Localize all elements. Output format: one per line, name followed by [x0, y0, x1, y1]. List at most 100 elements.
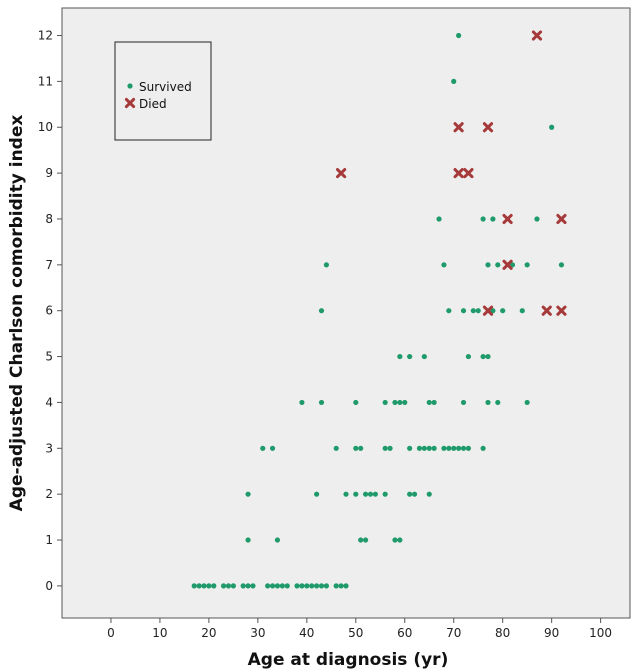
- point-survived: [358, 445, 364, 451]
- x-tick-label: 80: [495, 626, 510, 640]
- point-survived: [495, 262, 501, 268]
- point-survived: [460, 308, 467, 314]
- point-died: [463, 168, 474, 179]
- point-survived: [338, 583, 344, 589]
- point-died: [531, 30, 543, 41]
- point-survived: [367, 491, 374, 497]
- point-survived: [500, 308, 506, 314]
- point-survived: [314, 583, 320, 589]
- point-survived: [456, 445, 462, 451]
- x-tick-label: 40: [299, 626, 314, 640]
- point-survived: [549, 124, 555, 130]
- point-survived: [490, 308, 496, 314]
- point-survived: [407, 353, 413, 360]
- point-survived: [407, 445, 413, 451]
- y-tick-label: 0: [45, 579, 53, 593]
- point-survived: [245, 491, 251, 497]
- point-survived: [201, 583, 207, 589]
- point-survived: [387, 445, 393, 451]
- point-survived: [397, 353, 403, 360]
- point-survived: [451, 78, 457, 84]
- y-tick-label: 8: [45, 212, 53, 226]
- point-died: [556, 305, 567, 316]
- point-survived: [343, 491, 349, 497]
- point-survived: [426, 445, 432, 451]
- point-survived: [485, 262, 491, 268]
- point-survived: [372, 491, 378, 497]
- point-survived: [490, 216, 496, 222]
- point-survived: [524, 262, 530, 268]
- point-died: [482, 305, 494, 316]
- data-points: [191, 30, 567, 589]
- point-survived: [392, 537, 398, 543]
- legend-x-mark: [124, 97, 136, 109]
- point-survived: [411, 491, 418, 497]
- point-survived: [353, 445, 359, 451]
- x-axis-title: Age at diagnosis (yr): [248, 650, 449, 670]
- point-survived: [304, 583, 310, 589]
- point-survived: [333, 583, 339, 589]
- y-tick-label: 3: [45, 441, 53, 455]
- point-survived: [421, 353, 427, 360]
- point-survived: [426, 399, 432, 406]
- point-survived: [274, 537, 281, 543]
- point-survived: [524, 399, 530, 406]
- point-survived: [495, 399, 501, 406]
- point-survived: [269, 583, 276, 589]
- point-survived: [279, 583, 285, 589]
- point-survived: [480, 216, 486, 222]
- point-survived: [196, 583, 202, 589]
- y-tick-label: 12: [38, 29, 53, 43]
- point-survived: [480, 353, 486, 360]
- point-survived: [475, 308, 481, 314]
- legend-marker-survived: [127, 83, 133, 89]
- x-tick-label: 30: [250, 626, 265, 640]
- point-died: [502, 259, 513, 270]
- point-survived: [485, 399, 491, 406]
- point-survived: [314, 491, 320, 497]
- point-survived: [353, 399, 359, 406]
- y-tick-label: 5: [45, 350, 53, 364]
- point-survived: [446, 308, 452, 314]
- point-survived: [265, 583, 271, 589]
- x-tick-label: 100: [589, 626, 612, 640]
- y-tick-label: 1: [45, 533, 53, 547]
- point-survived: [309, 583, 315, 589]
- point-survived: [343, 583, 349, 589]
- point-survived: [323, 583, 330, 589]
- point-survived: [465, 353, 472, 360]
- y-tick-label: 7: [45, 258, 53, 272]
- point-survived: [397, 537, 403, 543]
- point-survived: [460, 399, 467, 406]
- point-survived: [274, 583, 281, 589]
- point-survived: [416, 445, 423, 451]
- legend-marker-died: [124, 97, 136, 109]
- legend-box: [114, 41, 212, 141]
- point-survived: [299, 583, 305, 589]
- point-survived: [353, 491, 359, 497]
- point-survived: [382, 445, 388, 451]
- point-survived: [299, 399, 305, 406]
- point-died: [541, 305, 552, 316]
- point-survived: [220, 583, 227, 589]
- point-survived: [323, 262, 330, 268]
- x-tick-label: 50: [348, 626, 363, 640]
- point-survived: [260, 445, 266, 451]
- point-died: [453, 122, 464, 133]
- point-survived: [382, 491, 388, 497]
- legend-label-survived: Survived: [139, 80, 192, 94]
- point-survived: [333, 445, 339, 451]
- point-survived: [446, 445, 452, 451]
- point-survived: [392, 399, 398, 406]
- point-survived: [245, 583, 251, 589]
- legend: Survived Died: [114, 41, 212, 141]
- point-survived: [441, 262, 447, 268]
- y-tick-label: 9: [45, 166, 53, 180]
- point-died: [336, 168, 347, 179]
- point-survived: [230, 583, 236, 589]
- point-survived: [245, 537, 251, 543]
- point-survived: [397, 399, 403, 406]
- point-survived: [382, 399, 388, 406]
- point-survived: [456, 32, 462, 39]
